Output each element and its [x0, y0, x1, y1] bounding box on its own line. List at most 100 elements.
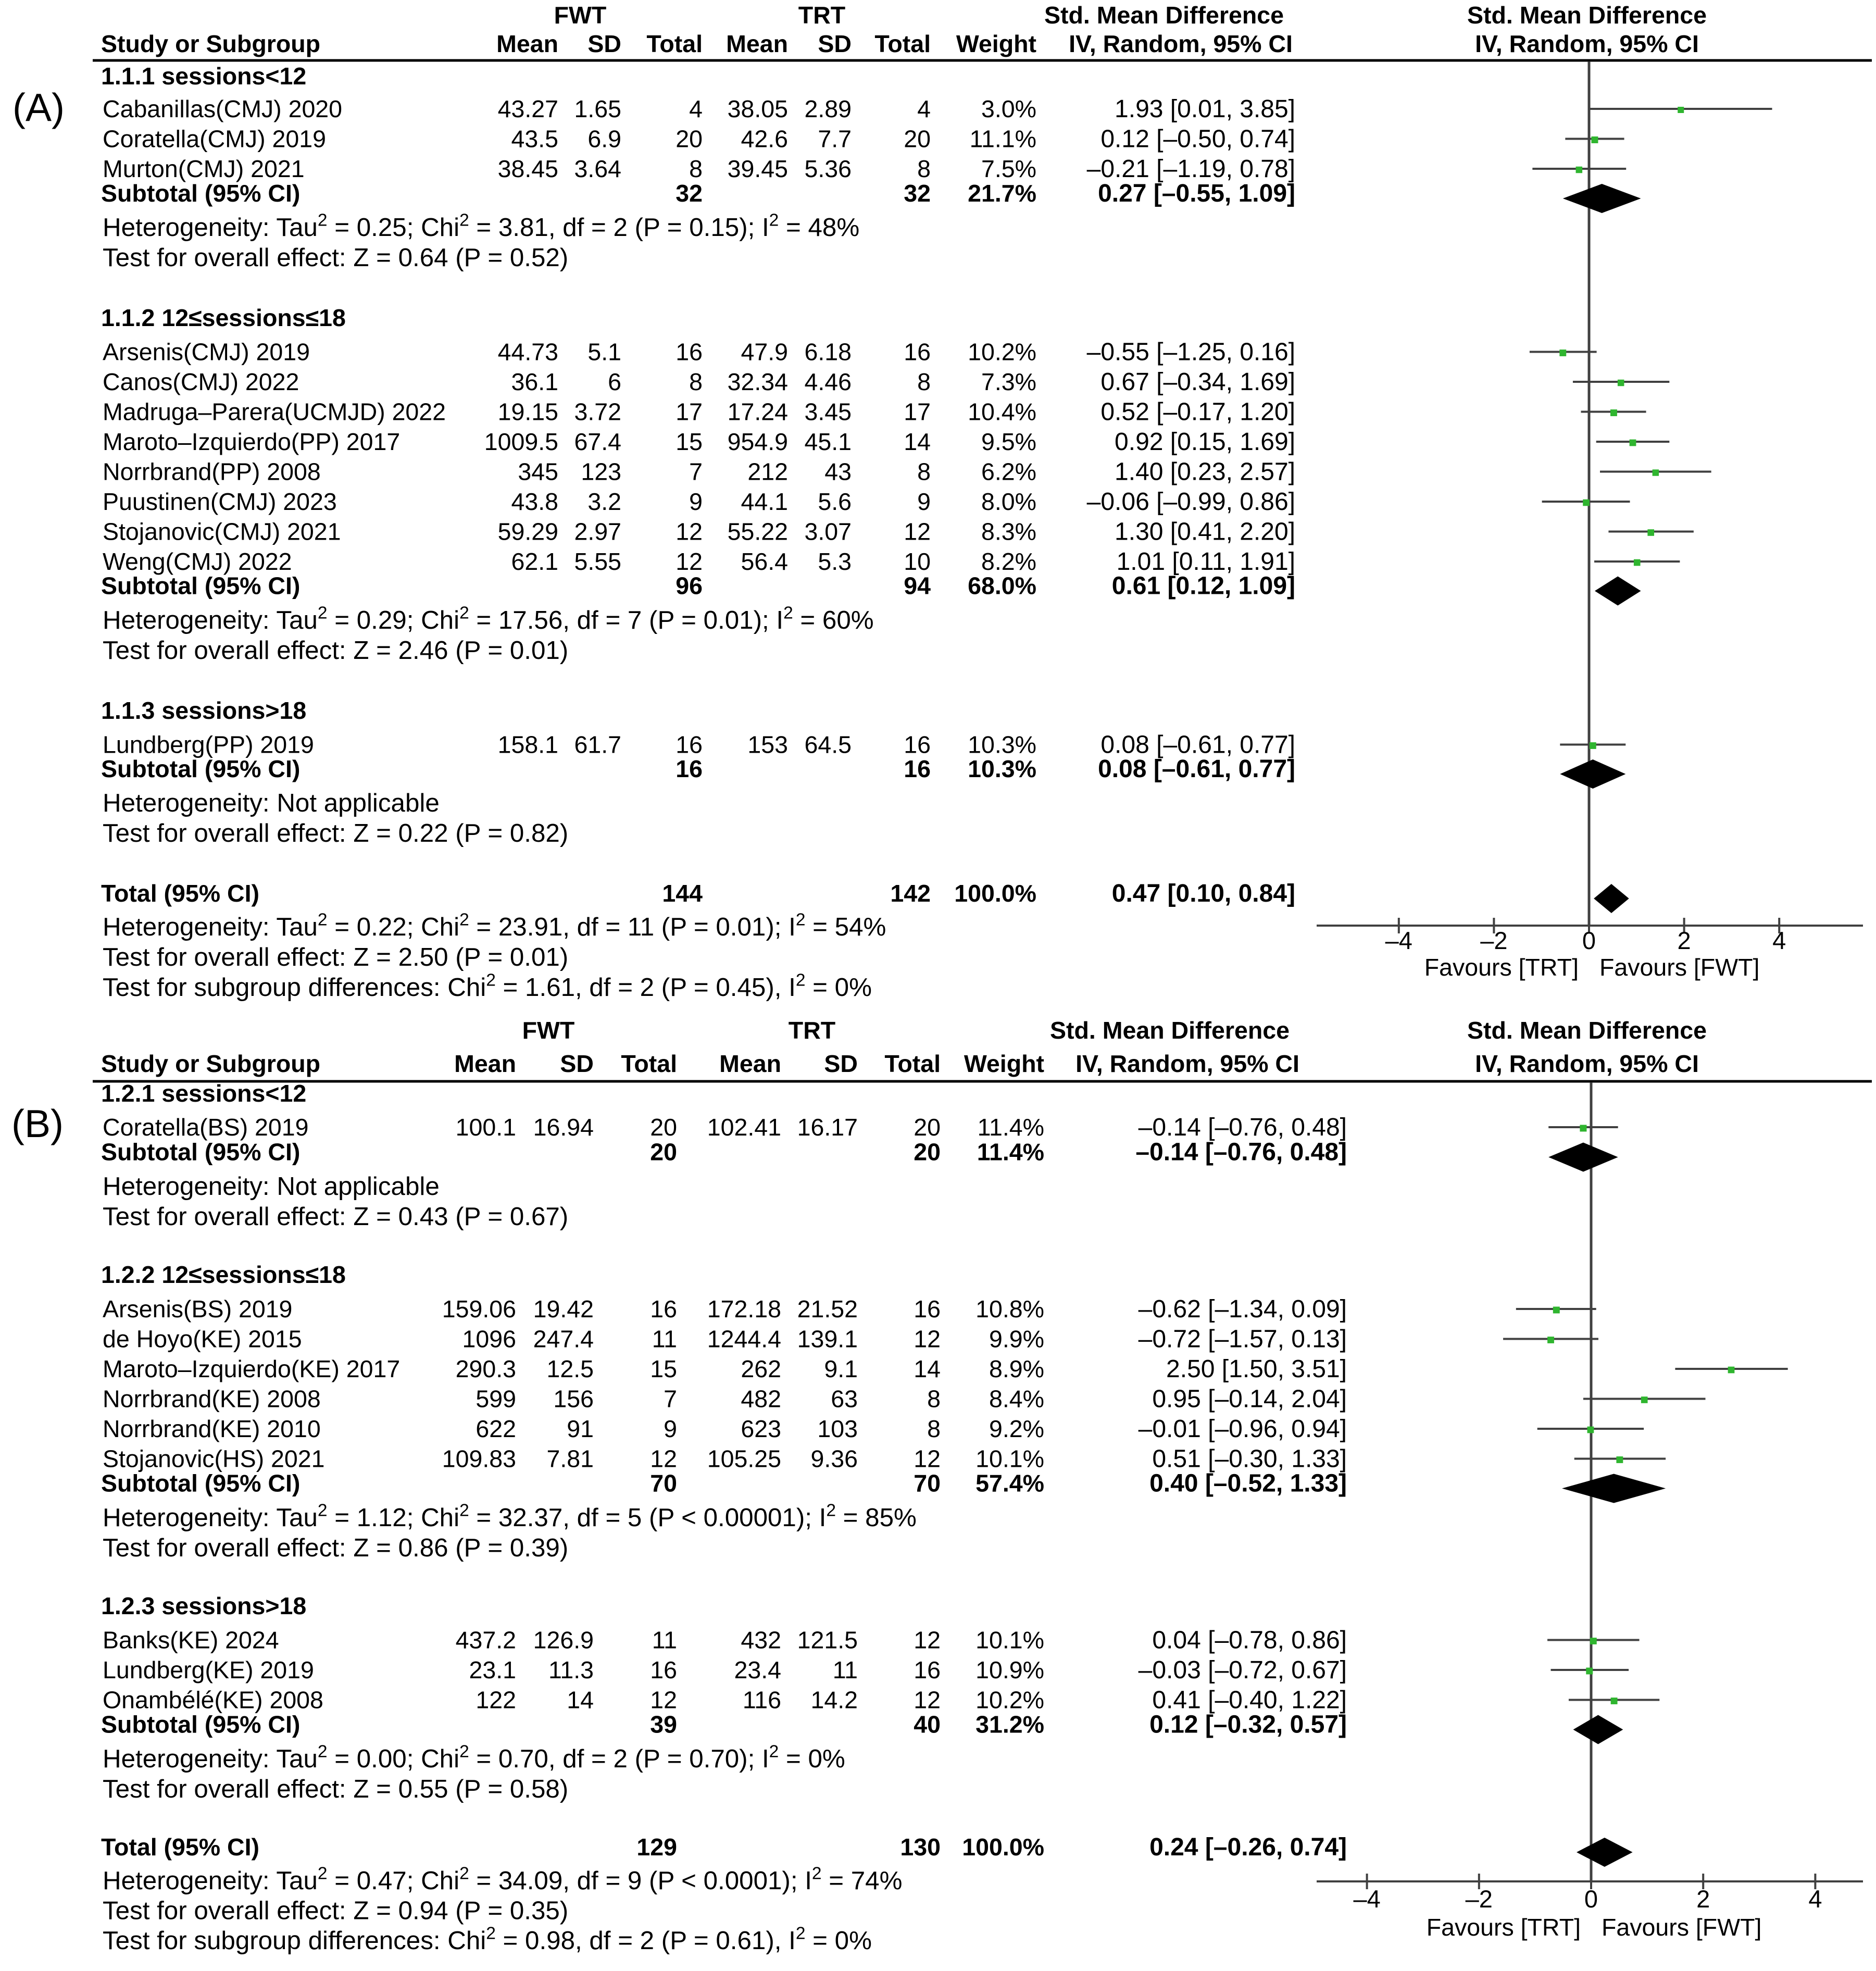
svg-text:44.73: 44.73 — [498, 339, 558, 366]
svg-text:Madruga–Parera(UCMJD) 2022: Madruga–Parera(UCMJD) 2022 — [103, 398, 446, 426]
svg-text:Maroto–Izquierdo(KE) 2017: Maroto–Izquierdo(KE) 2017 — [103, 1355, 400, 1382]
svg-text:Heterogeneity: Tau2 = 0.47; Ch: Heterogeneity: Tau2 = 0.47; Chi2 = 34.09… — [103, 1864, 902, 1895]
svg-text:59.29: 59.29 — [498, 518, 558, 545]
svg-text:16: 16 — [650, 1295, 677, 1323]
svg-text:12: 12 — [914, 1445, 941, 1473]
svg-text:Test for overall effect: Z = 2: Test for overall effect: Z = 2.46 (P = 0… — [103, 636, 568, 665]
svg-text:Favours [FWT]: Favours [FWT] — [1602, 1914, 1761, 1941]
svg-text:5.3: 5.3 — [818, 548, 852, 575]
svg-text:2.50 [1.50, 3.51]: 2.50 [1.50, 3.51] — [1166, 1355, 1347, 1383]
svg-text:14: 14 — [904, 428, 931, 455]
svg-text:Test for overall effect: Z = 2: Test for overall effect: Z = 2.50 (P = 0… — [103, 943, 568, 971]
svg-text:12: 12 — [914, 1627, 941, 1654]
svg-text:Test for overall effect: Z = 0: Test for overall effect: Z = 0.55 (P = 0… — [103, 1775, 568, 1803]
svg-text:153: 153 — [747, 731, 788, 758]
svg-text:2.97: 2.97 — [574, 518, 621, 545]
svg-text:130: 130 — [900, 1833, 941, 1861]
svg-text:17: 17 — [904, 398, 931, 426]
svg-text:9.1: 9.1 — [824, 1355, 858, 1382]
svg-text:16.94: 16.94 — [533, 1114, 594, 1141]
svg-text:9.2%: 9.2% — [989, 1415, 1044, 1442]
svg-text:0.61 [0.12, 1.09]: 0.61 [0.12, 1.09] — [1112, 572, 1295, 600]
svg-text:0.08 [–0.61, 0.77]: 0.08 [–0.61, 0.77] — [1098, 755, 1295, 783]
svg-text:55.22: 55.22 — [728, 518, 788, 545]
svg-text:Total: Total — [646, 30, 703, 57]
svg-text:8: 8 — [689, 368, 703, 395]
svg-text:142: 142 — [890, 880, 931, 907]
svg-text:12: 12 — [676, 548, 703, 575]
svg-text:156: 156 — [553, 1386, 594, 1413]
svg-text:–2: –2 — [1480, 927, 1507, 954]
svg-text:0.67 [–0.34, 1.69]: 0.67 [–0.34, 1.69] — [1100, 368, 1295, 396]
svg-text:20: 20 — [650, 1139, 677, 1166]
svg-text:Lundberg(PP) 2019: Lundberg(PP) 2019 — [103, 731, 314, 758]
svg-text:10: 10 — [904, 548, 931, 575]
svg-text:17.24: 17.24 — [728, 398, 788, 426]
svg-text:Weng(CMJ) 2022: Weng(CMJ) 2022 — [103, 548, 292, 575]
svg-text:SD: SD — [560, 1050, 594, 1077]
svg-text:Mean: Mean — [496, 30, 558, 57]
svg-text:437.2: 437.2 — [456, 1627, 516, 1654]
svg-text:40: 40 — [914, 1711, 941, 1738]
svg-text:–0.21 [–1.19, 0.78]: –0.21 [–1.19, 0.78] — [1087, 155, 1295, 183]
svg-text:1.2.1 sessions<12: 1.2.1 sessions<12 — [101, 1080, 306, 1107]
svg-text:Subtotal (95% CI): Subtotal (95% CI) — [101, 572, 300, 600]
svg-text:5.1: 5.1 — [587, 339, 621, 366]
svg-text:Study or Subgroup: Study or Subgroup — [101, 30, 320, 57]
svg-text:1.2.2 12≤sessions≤18: 1.2.2 12≤sessions≤18 — [101, 1261, 346, 1288]
svg-text:Test for overall effect: Z = 0: Test for overall effect: Z = 0.86 (P = 0… — [103, 1533, 568, 1562]
svg-text:Coratella(BS) 2019: Coratella(BS) 2019 — [103, 1114, 308, 1141]
svg-text:12: 12 — [914, 1326, 941, 1353]
svg-text:102.41: 102.41 — [707, 1114, 781, 1141]
svg-text:Favours [FWT]: Favours [FWT] — [1599, 954, 1759, 981]
svg-text:212: 212 — [747, 458, 788, 485]
svg-text:39: 39 — [650, 1711, 677, 1738]
svg-text:0.04 [–0.78, 0.86]: 0.04 [–0.78, 0.86] — [1152, 1627, 1347, 1654]
svg-text:1.1.1 sessions<12: 1.1.1 sessions<12 — [101, 63, 306, 90]
svg-text:11.4%: 11.4% — [978, 1114, 1044, 1141]
svg-text:1.1.2 12≤sessions≤18: 1.1.2 12≤sessions≤18 — [101, 304, 346, 331]
svg-text:Total: Total — [621, 1050, 677, 1077]
svg-text:FWT: FWT — [522, 1017, 575, 1044]
svg-text:Canos(CMJ) 2022: Canos(CMJ) 2022 — [103, 368, 299, 395]
svg-text:38.05: 38.05 — [728, 95, 788, 122]
svg-text:Lundberg(KE) 2019: Lundberg(KE) 2019 — [103, 1656, 314, 1683]
svg-text:9.36: 9.36 — [810, 1445, 858, 1473]
svg-text:23.1: 23.1 — [469, 1656, 516, 1683]
svg-text:159.06: 159.06 — [442, 1295, 516, 1323]
svg-text:Subtotal (95% CI): Subtotal (95% CI) — [101, 1470, 300, 1497]
svg-text:Cabanillas(CMJ) 2020: Cabanillas(CMJ) 2020 — [103, 95, 342, 122]
svg-text:11.4%: 11.4% — [977, 1139, 1044, 1166]
svg-text:14: 14 — [914, 1355, 941, 1382]
svg-text:144: 144 — [662, 880, 703, 907]
svg-text:12: 12 — [904, 518, 931, 545]
svg-text:Std. Mean Difference: Std. Mean Difference — [1467, 2, 1707, 29]
svg-text:11: 11 — [652, 1627, 677, 1654]
svg-text:7: 7 — [664, 1386, 677, 1413]
svg-text:Subtotal (95% CI): Subtotal (95% CI) — [101, 180, 300, 207]
svg-text:Mean: Mean — [719, 1050, 781, 1077]
svg-text:158.1: 158.1 — [498, 731, 558, 758]
svg-text:19.42: 19.42 — [533, 1295, 594, 1323]
svg-text:622: 622 — [476, 1415, 516, 1442]
svg-text:6.2%: 6.2% — [981, 458, 1036, 485]
svg-text:5.36: 5.36 — [804, 155, 852, 182]
svg-text:–0.14 [–0.76, 0.48]: –0.14 [–0.76, 0.48] — [1139, 1114, 1347, 1141]
svg-text:45.1: 45.1 — [804, 428, 852, 455]
svg-text:–0.14 [–0.76, 0.48]: –0.14 [–0.76, 0.48] — [1135, 1139, 1347, 1166]
svg-text:Heterogeneity: Not applicable: Heterogeneity: Not applicable — [103, 789, 440, 817]
svg-text:56.4: 56.4 — [741, 548, 788, 575]
svg-text:Stojanovic(HS) 2021: Stojanovic(HS) 2021 — [103, 1445, 324, 1473]
svg-text:6.9: 6.9 — [587, 126, 621, 153]
svg-text:16: 16 — [676, 755, 703, 782]
svg-text:Total: Total — [884, 1050, 941, 1077]
svg-text:IV, Random, 95% CI: IV, Random, 95% CI — [1475, 1050, 1699, 1077]
svg-text:SD: SD — [818, 30, 852, 57]
svg-text:16: 16 — [904, 755, 931, 782]
svg-text:1.30 [0.41, 2.20]: 1.30 [0.41, 2.20] — [1115, 518, 1295, 546]
svg-text:IV, Random, 95% CI: IV, Random, 95% CI — [1475, 30, 1699, 57]
svg-text:7: 7 — [689, 458, 703, 485]
svg-text:3.45: 3.45 — [804, 398, 852, 426]
svg-text:12: 12 — [650, 1445, 677, 1473]
svg-text:8: 8 — [927, 1415, 941, 1442]
